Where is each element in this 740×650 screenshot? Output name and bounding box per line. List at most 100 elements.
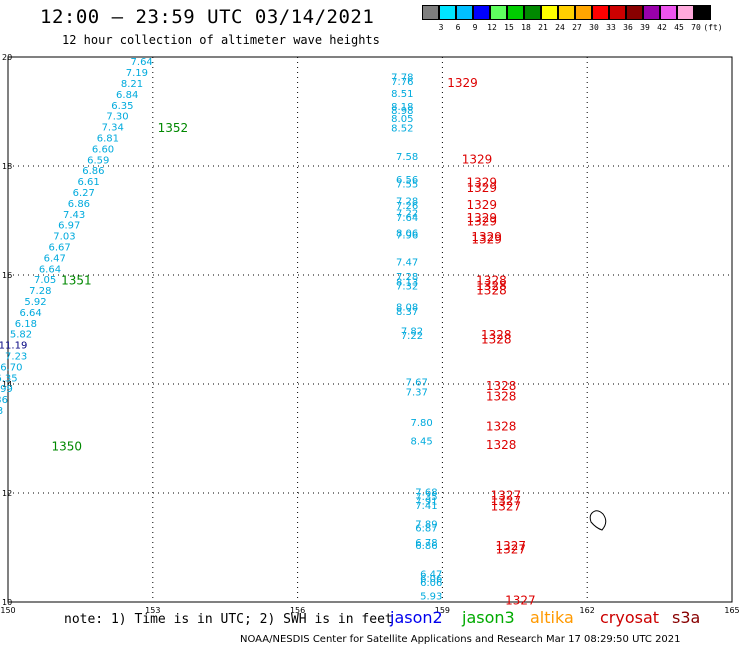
color-scale-swatch [643,5,660,20]
legend-s3a: s3a [672,608,701,627]
cycle-label: 1329 [447,76,478,90]
wave-height-label: 5.92 [24,297,46,308]
color-scale-label: 45 [674,23,684,32]
color-scale-swatch [694,5,711,20]
cycle-label: 1328 [476,283,507,297]
color-scale-swatch [609,5,626,20]
cycle-label: 1327 [491,500,522,514]
wave-height-label: 6.60 [92,144,114,155]
color-scale-label: 36 [623,23,633,32]
wave-height-label: 6.06 [420,578,442,589]
wave-height-label: 7.91 [415,496,437,507]
color-scale-label: 3 [438,23,444,32]
wave-height-label: 7.05 [34,275,56,286]
island-outline [589,510,607,531]
cycle-label: 1328 [476,279,507,293]
wave-height-label: 6.56 [396,175,418,186]
wave-height-label: 6.87 [415,524,437,535]
wave-height-label: 8.18 [391,102,413,113]
wave-height-label: 8.52 [391,124,413,135]
wave-height-label: 6.18 [15,319,37,330]
wave-height-label: 7.22 [396,209,418,220]
wave-height-label: 6.59 [87,155,109,166]
wave-height-label: 7.78 [391,72,413,83]
wave-height-label: 7.58 [396,152,418,163]
wave-height-label: 5.93 [420,591,442,602]
legend-jason2: jason2 [390,608,443,627]
color-scale-label: 9 [472,23,478,32]
wave-height-label: 6.70 [0,362,22,373]
wave-height-label: 7.80 [410,418,432,429]
x-tick-label: 165 [724,606,739,615]
wave-height-label: 7.23 [5,351,27,362]
x-tick-label: 162 [580,606,595,615]
wave-height-label: 7.64 [131,57,153,68]
wave-height-label: 7.26 [396,201,418,212]
wave-height-label: 7.30 [106,112,128,123]
y-tick-label: 16 [2,271,12,280]
y-tick-label: 12 [2,489,12,498]
wave-height-label: 6.47 [420,569,442,580]
color-scale-swatch [473,5,490,20]
cycle-label: 1329 [471,233,502,247]
cycle-label: 1327 [505,593,536,607]
legend-altika: altika [530,608,574,627]
wave-height-label: 8.98 [391,106,413,117]
color-scale-label: 18 [521,23,531,32]
wave-height-label: 7.37 [406,387,428,398]
wave-height-label: 7.35 [415,492,437,503]
cycle-label: 1328 [481,332,512,346]
x-tick-label: 156 [290,606,305,615]
wave-height-label: 7.96 [396,230,418,241]
cycle-label: 1352 [158,121,189,135]
wave-height-label: 7.43 [63,210,85,221]
color-scale-swatch [660,5,677,20]
wave-height-label: 7.32 [396,282,418,293]
wave-height-label: 6.35 [111,101,133,112]
color-scale-swatch [626,5,643,20]
color-scale-swatch [422,5,439,20]
wave-height-label: 7.41 [415,501,437,512]
x-tick-label: 159 [435,606,450,615]
cycle-label: 1329 [467,211,498,225]
wave-height-label: 6.61 [77,177,99,188]
y-tick-label: 20 [2,53,12,62]
wave-height-label: 7.28 [396,197,418,208]
wave-height-label: 6.81 [97,133,119,144]
wave-height-label: 7.68 [415,488,437,499]
wave-height-label: 8.37 [396,307,418,318]
color-scale-label: 6 [455,23,461,32]
wave-height-label: 11.19 [0,341,27,352]
wave-height-label: 7.19 [126,68,148,79]
wave-height-label: 8.21 [121,79,143,90]
wave-height-label: 7.47 [396,258,418,269]
wave-height-label: 6.64 [20,308,42,319]
x-tick-label: 150 [0,606,15,615]
wave-height-label: 8.45 [410,436,432,447]
credit-line: NOAA/NESDIS Center for Satellite Applica… [240,634,681,645]
y-tick-label: 10 [2,598,12,607]
wave-height-label: 5.83 [0,406,3,417]
wave-height-label: 6.35 [0,373,18,384]
color-scale-label: 42 [657,23,667,32]
cycle-label: 1329 [467,181,498,195]
wave-height-label: 7.82 [401,326,423,337]
wave-height-label: 7.89 [415,519,437,530]
cycle-label: 1329 [462,152,493,166]
color-scale-label: 70 [691,23,701,32]
color-scale-label: 12 [487,23,497,32]
cycle-label: 1328 [486,420,517,434]
map-frame [7,56,733,603]
color-scale-swatch [524,5,541,20]
color-scale-swatch [541,5,558,20]
map-title: 12:00 – 23:59 UTC 03/14/2021 [40,6,375,28]
color-scale-label: 33 [606,23,616,32]
color-scale-label: 30 [589,23,599,32]
wave-height-label: 7.64 [396,213,418,224]
wave-height-label: 8.06 [396,228,418,239]
wave-height-label: 7.67 [406,378,428,389]
color-scale-swatch [456,5,473,20]
wave-height-label: 6.97 [58,221,80,232]
legend-jason3: jason3 [462,608,515,627]
color-scale-label: 21 [538,23,548,32]
